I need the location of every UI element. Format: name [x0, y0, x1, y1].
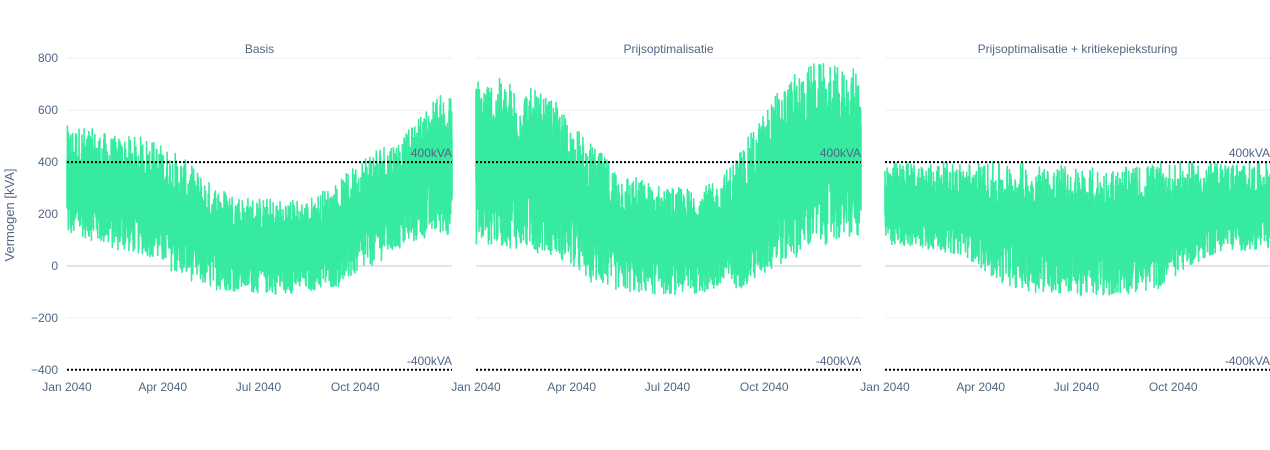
series-line — [66, 94, 453, 295]
y-tick-label: 400 — [38, 155, 58, 169]
x-tick-label: Jan 2040 — [42, 380, 92, 394]
x-tick-label: Oct 2040 — [740, 380, 789, 394]
y-tick-label: −200 — [31, 311, 58, 325]
limit-label: 400kVA — [1229, 146, 1270, 160]
panel-title: Prijsoptimalisatie — [623, 42, 713, 56]
y-tick-label: 200 — [38, 207, 58, 221]
panel-title: Basis — [245, 42, 274, 56]
x-tick-label: Apr 2040 — [138, 380, 187, 394]
x-tick-label: Apr 2040 — [956, 380, 1005, 394]
y-axis-title: Vermogen [kVA] — [2, 169, 17, 262]
x-tick-label: Apr 2040 — [547, 380, 596, 394]
x-tick-label: Oct 2040 — [331, 380, 380, 394]
y-tick-label: −400 — [31, 363, 58, 377]
x-tick-label: Jul 2040 — [645, 380, 691, 394]
limit-label: -400kVA — [1225, 354, 1270, 368]
limit-label: 400kVA — [820, 146, 861, 160]
x-tick-label: Jan 2040 — [860, 380, 910, 394]
x-tick-label: Oct 2040 — [1149, 380, 1198, 394]
series-line — [475, 63, 862, 295]
limit-label: 400kVA — [411, 146, 452, 160]
x-tick-label: Jul 2040 — [236, 380, 282, 394]
x-tick-label: Jan 2040 — [451, 380, 501, 394]
panel-title: Prijsoptimalisatie + kritiekepieksturing — [978, 42, 1178, 56]
limit-label: -400kVA — [407, 354, 452, 368]
x-tick-label: Jul 2040 — [1054, 380, 1100, 394]
y-tick-label: 800 — [38, 51, 58, 65]
series-line — [884, 161, 1270, 297]
y-tick-label: 600 — [38, 103, 58, 117]
y-tick-label: 0 — [51, 259, 58, 273]
limit-label: -400kVA — [816, 354, 861, 368]
